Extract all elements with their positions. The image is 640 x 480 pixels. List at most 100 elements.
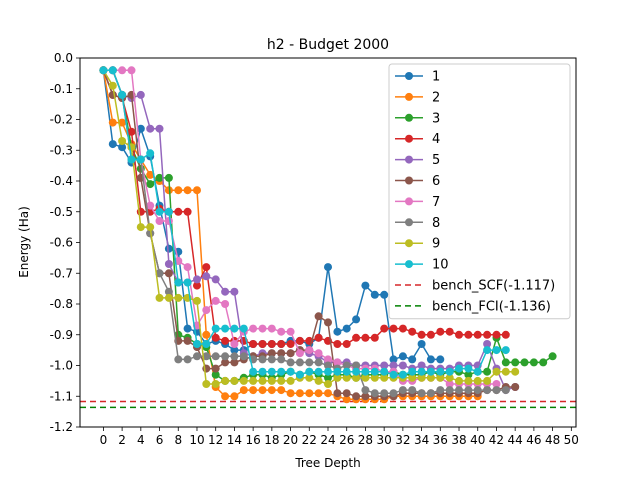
data-point — [324, 367, 332, 376]
x-tick-label: 12 — [208, 433, 223, 447]
data-point — [258, 376, 267, 385]
data-point — [221, 287, 230, 296]
data-point — [380, 324, 389, 333]
data-point — [324, 380, 332, 388]
data-point — [174, 186, 183, 195]
data-point — [305, 346, 314, 355]
data-point — [314, 358, 323, 367]
data-point — [417, 330, 426, 339]
data-point — [483, 340, 492, 348]
x-tick-label: 24 — [320, 433, 335, 447]
legend-label: bench_FCI(-1.136) — [432, 299, 551, 314]
data-point — [426, 389, 435, 398]
data-point — [539, 358, 548, 367]
data-point — [426, 373, 435, 382]
data-point — [492, 367, 501, 376]
data-point — [146, 223, 155, 232]
data-point — [230, 352, 239, 361]
data-point — [361, 367, 370, 376]
legend-label: bench_SCF(-1.117) — [432, 279, 555, 294]
data-point — [295, 370, 304, 379]
data-point — [193, 296, 201, 305]
data-point — [136, 90, 145, 99]
data-point — [211, 370, 220, 379]
legend-label: 7 — [432, 195, 440, 210]
data-point — [277, 386, 286, 395]
x-tick-label: 20 — [283, 433, 298, 447]
x-tick-label: 32 — [395, 433, 410, 447]
data-point — [455, 376, 463, 385]
legend-swatch-marker — [405, 176, 413, 185]
x-axis-label: Tree Depth — [294, 456, 360, 470]
data-point — [483, 367, 492, 376]
data-point — [408, 327, 417, 336]
data-point — [249, 324, 258, 333]
x-tick-label: 30 — [377, 433, 392, 447]
data-point — [445, 386, 454, 395]
data-point — [492, 330, 501, 339]
data-point — [127, 66, 136, 75]
x-tick-label: 36 — [433, 433, 448, 447]
legend-label: 4 — [432, 132, 440, 147]
data-point — [202, 352, 211, 361]
x-tick-label: 4 — [137, 433, 145, 447]
data-point — [118, 90, 127, 99]
data-point — [380, 373, 389, 382]
data-point — [249, 367, 258, 376]
data-point — [324, 361, 332, 370]
data-point — [464, 376, 473, 385]
legend-item: 5 — [395, 153, 440, 168]
data-point — [324, 355, 332, 364]
x-tick-label: 14 — [227, 433, 242, 447]
data-point — [230, 358, 239, 367]
data-point — [136, 155, 145, 164]
data-point — [408, 373, 417, 382]
data-point — [211, 324, 220, 333]
data-point — [464, 364, 473, 373]
data-point — [136, 223, 145, 232]
data-point — [155, 293, 164, 302]
data-point — [202, 364, 211, 373]
data-point — [333, 367, 342, 376]
data-point — [333, 358, 342, 367]
data-point — [211, 296, 220, 305]
data-point — [202, 272, 211, 281]
y-tick-label: -0.7 — [50, 266, 73, 280]
data-point — [164, 173, 173, 182]
data-point — [183, 324, 192, 333]
data-point — [352, 315, 361, 324]
y-axis: 0.0 -0.1 -0.2 -0.3 -0.4 -0.5 -0.6 -0.7 -0.8 -0.9 -… — [50, 51, 80, 434]
data-point — [267, 324, 276, 333]
reference-lines — [80, 400, 576, 409]
x-tick-label: 44 — [508, 433, 523, 447]
data-point — [155, 207, 164, 216]
data-point — [426, 330, 435, 339]
data-point — [155, 269, 164, 278]
legend-label: 8 — [432, 216, 440, 231]
y-tick-label: -1.1 — [50, 389, 73, 403]
data-point — [324, 318, 332, 327]
data-point — [230, 376, 239, 385]
data-point — [183, 278, 192, 287]
legend-swatch-marker — [405, 113, 413, 122]
data-point — [211, 352, 220, 361]
legend-label: 10 — [432, 258, 449, 273]
legend-label: 6 — [432, 174, 440, 189]
data-point — [483, 330, 492, 339]
data-point — [389, 370, 398, 379]
data-point — [277, 367, 286, 376]
data-point — [548, 352, 557, 361]
data-point — [352, 333, 361, 342]
data-point — [286, 376, 295, 385]
data-point — [483, 376, 492, 385]
data-point — [127, 155, 136, 164]
data-point — [239, 324, 248, 333]
data-point — [164, 260, 173, 268]
data-point — [324, 389, 332, 398]
data-point — [483, 386, 492, 395]
data-point — [267, 386, 276, 395]
data-point — [211, 364, 220, 373]
data-point — [389, 324, 398, 333]
data-point — [193, 281, 201, 290]
